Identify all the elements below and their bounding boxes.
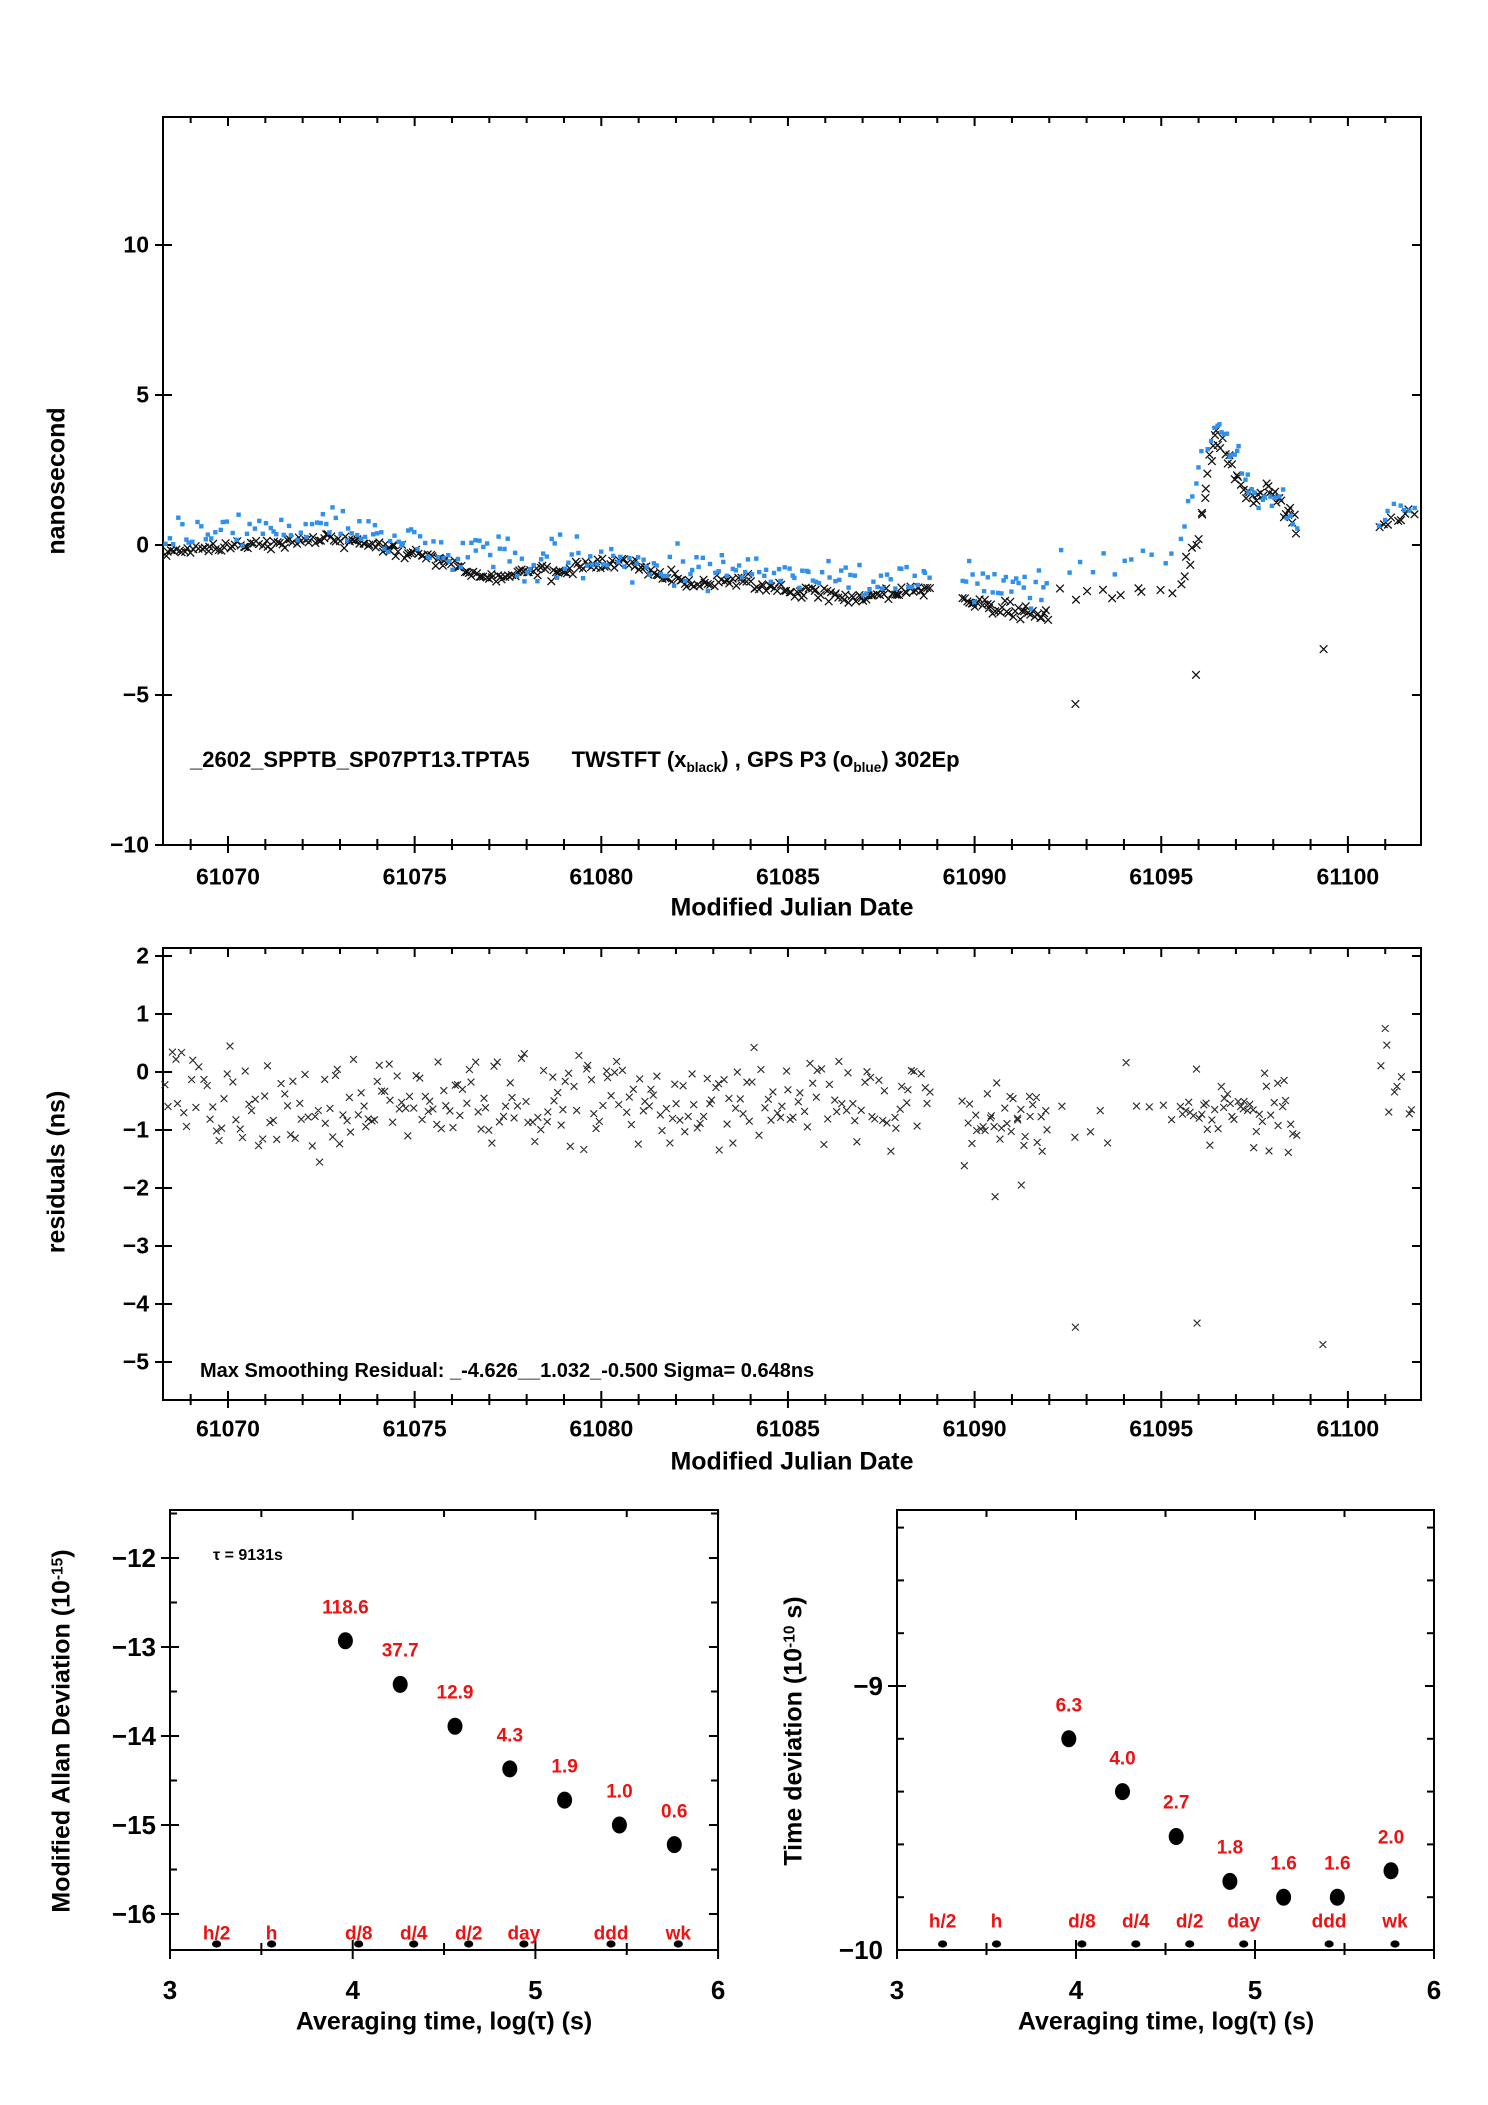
top-y-tick-label: 5 (136, 381, 149, 408)
residual-y-tick-label: 2 (136, 942, 149, 969)
tdev-value-label: 2.7 (1163, 1792, 1190, 1814)
tdev-unit-label: d/8 (1068, 1911, 1096, 1933)
top-x-tick-label: 61095 (1129, 863, 1194, 890)
tdev-unit-label: d/2 (1175, 1911, 1204, 1933)
tdev-x-axis-title: Averaging time, log(τ) (s) (1017, 2007, 1315, 2036)
residual-x-tick-label: 61100 (1316, 1415, 1380, 1442)
mdev-y-tick-label: −12 (111, 1543, 156, 1573)
legend-blue-subscript: blue (853, 760, 882, 775)
mdev-unit-label: d/4 (399, 1923, 428, 1945)
tdev-y-tick-label: −10 (838, 1935, 883, 1965)
mdev-x-tick-label: 3 (162, 1975, 178, 2005)
tdev-unit-label: d/4 (1122, 1911, 1150, 1933)
mdev-y-tick-label: −15 (111, 1810, 156, 1840)
mdev-x-tick-label: 5 (528, 1975, 543, 2005)
top-x-tick-label: 61080 (569, 863, 634, 890)
residual-y-tick-label: −2 (122, 1174, 149, 1201)
top-panel-title: _2602_SPPTB_SP07PT13.TPTA5 TWSTFT (xblac… (190, 749, 960, 775)
tdev-y-axis-title: Time deviation (10-10 s) (779, 1596, 808, 1866)
residual-y-tick-label: 1 (136, 1000, 149, 1027)
mdev-value-label: 12.9 (436, 1682, 474, 1704)
mdev-unit-label: d/8 (344, 1923, 373, 1945)
residual-x-tick-label: 61085 (755, 1415, 820, 1442)
residual-x-tick-label: 61070 (196, 1415, 260, 1442)
tdev-value-label: 2.0 (1377, 1827, 1405, 1849)
tau-note: τ = 9131s (213, 1547, 283, 1564)
top-x-tick-label: 61085 (755, 863, 820, 890)
residual-x-tick-label: 61090 (942, 1415, 1007, 1442)
mdev-exponent: -15 (49, 1557, 67, 1581)
tdev-value-label: 4.0 (1109, 1748, 1136, 1770)
top-y-tick-label: 0 (136, 531, 149, 558)
residual-y-tick-label: −3 (122, 1232, 149, 1259)
tdev-unit-label: ddd (1311, 1911, 1347, 1933)
mdev-unit-label: d/2 (454, 1923, 483, 1945)
tdev-value-label: 1.6 (1324, 1853, 1351, 1875)
mdev-unit-label: ddd (593, 1923, 629, 1945)
residual-y-tick-label: −4 (122, 1290, 149, 1317)
mdev-value-label: 1.9 (551, 1756, 578, 1778)
tdev-x-tick-label: 3 (889, 1975, 905, 2005)
legend-black-subscript: black (686, 760, 722, 775)
top-x-tick-label: 61090 (942, 863, 1007, 890)
mdev-x-axis-title: Averaging time, log(τ) (s) (295, 2007, 593, 2036)
mdev-y-tick-label: −16 (111, 1899, 156, 1929)
top-y-axis-title: nanosecond (42, 407, 71, 555)
mdev-y-tick-label: −13 (111, 1632, 156, 1662)
mdev-value-label: 1.0 (606, 1781, 633, 1803)
tdev-value-label: 6.3 (1055, 1695, 1083, 1717)
residual-y-tick-label: 0 (136, 1058, 149, 1085)
top-x-axis-title: Modified Julian Date (670, 893, 914, 922)
tdev-y-tick-label: −9 (853, 1671, 883, 1701)
mdev-x-tick-label: 6 (710, 1975, 726, 2005)
mdev-value-label: 4.3 (496, 1725, 524, 1747)
tdev-unit-label: h (990, 1911, 1003, 1933)
top-y-tick-label: 10 (123, 231, 149, 258)
mdev-unit-label: wk (665, 1923, 691, 1945)
mdev-value-label: 37.7 (381, 1640, 419, 1662)
mdev-unit-label: h/2 (202, 1923, 231, 1945)
residual-y-axis-title: residuals (ns) (42, 1090, 71, 1254)
top-x-tick-label: 61070 (196, 863, 260, 890)
mdev-value-label: 0.6 (661, 1801, 688, 1823)
max-smoothing-residual-annotation: Max Smoothing Residual: _-4.626__1.032_-… (200, 1360, 815, 1382)
tdev-x-tick-label: 5 (1247, 1975, 1263, 2005)
tdev-unit-label: h/2 (928, 1911, 957, 1933)
tdev-x-tick-label: 4 (1068, 1975, 1084, 2005)
top-x-tick-label: 61075 (382, 863, 447, 890)
mdev-x-tick-label: 4 (345, 1975, 360, 2005)
tdev-value-label: 1.6 (1270, 1853, 1297, 1875)
mdev-y-axis-title: Modified Allan Deviation (10-15) (47, 1549, 76, 1913)
residual-x-tick-label: 61075 (382, 1415, 447, 1442)
tdev-x-tick-label: 6 (1426, 1975, 1442, 2005)
residual-x-tick-label: 61095 (1129, 1415, 1194, 1442)
residual-y-tick-label: −5 (122, 1348, 149, 1375)
mdev-unit-label: day (507, 1923, 541, 1945)
mdev-unit-label: h (265, 1923, 278, 1945)
mdev-y-tick-label: −14 (111, 1721, 156, 1751)
residual-y-tick-label: −1 (122, 1116, 149, 1143)
mdev-value-label: 118.6 (322, 1597, 369, 1619)
title-legend: TWSTFT (xblack) , GPS P3 (oblue) 302Ep (571, 747, 960, 775)
title-file-id: _2602_SPPTB_SP07PT13.TPTA5 (190, 747, 530, 772)
residual-x-axis-title: Modified Julian Date (670, 1447, 914, 1476)
tdev-unit-label: day (1227, 1911, 1261, 1933)
tdev-unit-label: wk (1382, 1911, 1408, 1933)
tdev-value-label: 1.8 (1216, 1837, 1244, 1859)
tdev-exponent: -10 (781, 1625, 799, 1648)
residual-x-tick-label: 61080 (569, 1415, 634, 1442)
top-y-tick-label: −10 (109, 831, 149, 858)
top-y-tick-label: −5 (122, 681, 149, 708)
top-x-tick-label: 61100 (1316, 863, 1380, 890)
